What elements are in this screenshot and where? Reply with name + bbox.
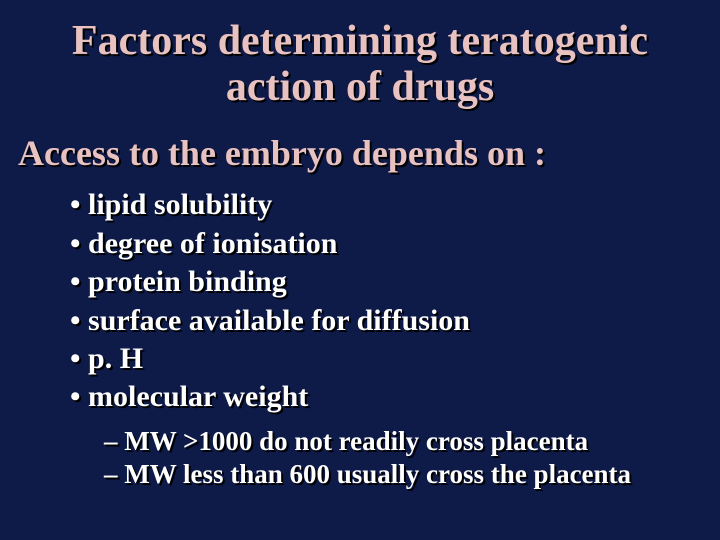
list-item: degree of ionisation (70, 225, 702, 263)
slide-subtitle: Access to the embryo depends on : (18, 132, 702, 174)
bullet-text: molecular weight (70, 380, 308, 413)
list-item: surface available for diffusion (70, 302, 702, 340)
list-item: protein binding (70, 263, 702, 301)
slide-title-text: Factors determining teratogenic action o… (72, 18, 648, 110)
list-item: MW less than 600 usually cross the place… (104, 458, 702, 492)
list-item: p. H (70, 340, 702, 378)
sub-bullet-list: MW >1000 do not readily cross placenta M… (18, 425, 702, 493)
bullet-text: protein binding (70, 265, 287, 298)
bullet-text: p. H (70, 342, 143, 375)
list-item: molecular weight (70, 378, 702, 416)
sub-bullet-text: MW >1000 do not readily cross placenta (104, 426, 588, 456)
bullet-text: lipid solubility (70, 188, 272, 221)
bullet-list: lipid solubility degree of ionisation pr… (18, 186, 702, 416)
slide-title: Factors determining teratogenic action o… (18, 18, 702, 110)
list-item: MW >1000 do not readily cross placenta (104, 425, 702, 459)
bullet-text: surface available for diffusion (70, 304, 470, 337)
sub-bullet-text: MW less than 600 usually cross the place… (104, 459, 631, 489)
list-item: lipid solubility (70, 186, 702, 224)
slide-subtitle-text: Access to the embryo depends on : (18, 133, 546, 173)
bullet-text: degree of ionisation (70, 227, 337, 260)
